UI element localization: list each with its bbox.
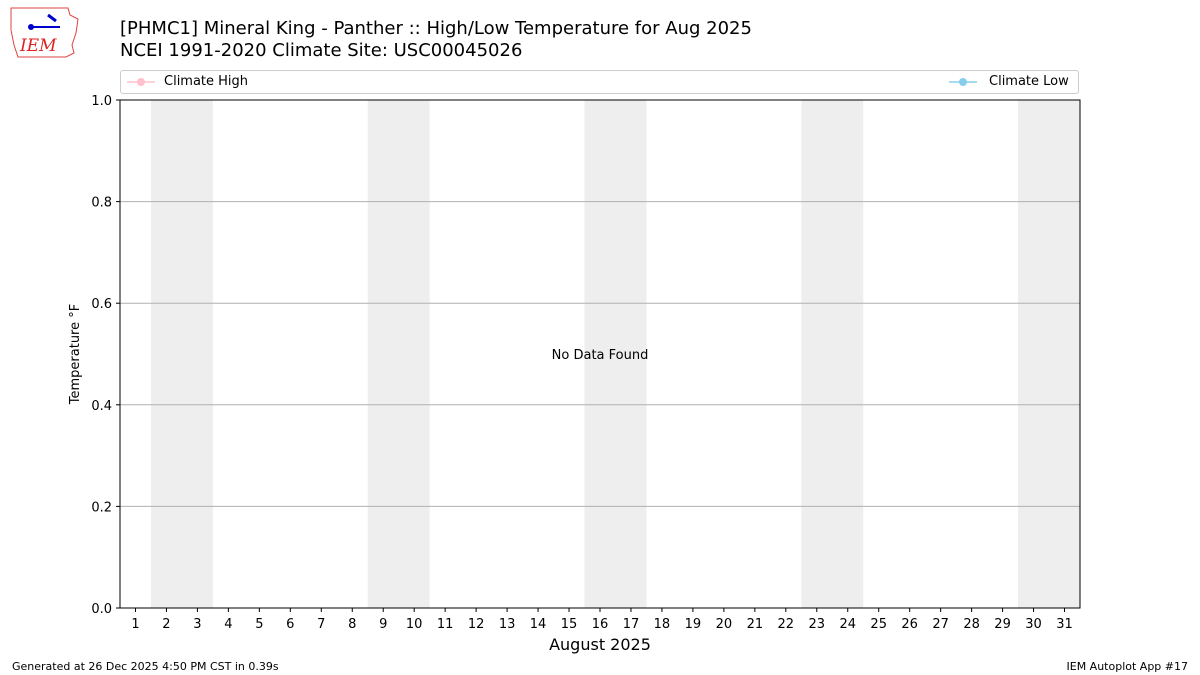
x-tick-label: 16 (592, 617, 609, 632)
y-tick-label: 0.0 (91, 602, 112, 617)
x-tick-label: 30 (1025, 617, 1042, 632)
weekend-shade (1018, 100, 1080, 608)
y-tick-label: 0.8 (91, 196, 112, 211)
x-tick-label: 29 (994, 617, 1011, 632)
x-tick-label: 4 (224, 617, 232, 632)
x-tick-label: 25 (870, 617, 887, 632)
no-data-annotation: No Data Found (552, 348, 649, 363)
x-axis-label: August 2025 (549, 635, 651, 654)
weekend-shade (367, 100, 430, 608)
weekend-shade (801, 100, 864, 608)
x-tick-label: 17 (623, 617, 640, 632)
legend-marker-low (949, 78, 977, 86)
x-tick-label: 6 (286, 617, 294, 632)
x-tick-label: 7 (317, 617, 325, 632)
legend-label-low: Climate Low (989, 74, 1069, 89)
legend-label-high: Climate High (164, 74, 249, 89)
weekend-shade (584, 100, 647, 608)
x-tick-label: 20 (716, 617, 733, 632)
x-tick-label: 1 (131, 617, 139, 632)
x-tick-label: 10 (406, 617, 423, 632)
x-tick-label: 28 (963, 617, 980, 632)
x-tick-label: 5 (255, 617, 263, 632)
x-tick-label: 19 (685, 617, 702, 632)
x-tick-label: 3 (193, 617, 201, 632)
x-tick-label: 21 (747, 617, 764, 632)
y-tick-label: 0.2 (91, 500, 112, 515)
x-tick-label: 23 (809, 617, 826, 632)
x-tick-label: 9 (379, 617, 387, 632)
x-tick-label: 12 (468, 617, 485, 632)
x-tick-label: 18 (654, 617, 671, 632)
legend: Climate High Climate Low (120, 70, 1079, 94)
x-tick-label: 22 (778, 617, 795, 632)
legend-marker-high (127, 78, 155, 86)
footer-app: IEM Autoplot App #17 (1066, 660, 1189, 673)
chart-subtitle: NCEI 1991-2020 Climate Site: USC00045026 (120, 40, 523, 61)
y-tick-label: 0.6 (91, 297, 112, 312)
x-tick-label: 11 (437, 617, 454, 632)
x-tick-label: 2 (162, 617, 170, 632)
chart-title: [PHMC1] Mineral King - Panther :: High/L… (120, 18, 752, 39)
footer-generated: Generated at 26 Dec 2025 4:50 PM CST in … (12, 660, 279, 673)
iem-logo: IEM (10, 7, 79, 58)
x-tick-label: 8 (348, 617, 356, 632)
x-tick-label: 13 (499, 617, 516, 632)
y-axis-label: Temperature °F (68, 304, 83, 405)
x-tick-label: 14 (530, 617, 547, 632)
weekend-shade (150, 100, 213, 608)
x-tick-label: 15 (561, 617, 578, 632)
plot-frame (119, 99, 1081, 609)
x-tick-label: 24 (839, 617, 856, 632)
x-tick-label: 26 (901, 617, 918, 632)
y-tick-label: 0.4 (91, 399, 112, 414)
svg-text:IEM: IEM (19, 36, 57, 56)
y-tick-label: 1.0 (91, 94, 112, 109)
x-tick-label: 27 (932, 617, 949, 632)
x-tick-label: 31 (1056, 617, 1073, 632)
